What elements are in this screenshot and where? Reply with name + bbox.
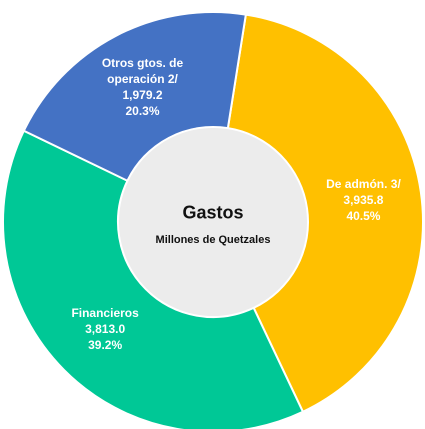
- donut-center: [119, 128, 307, 316]
- segment-value: 3,813.0: [85, 322, 126, 337]
- segment-name: Otros gtos. de operación 2/: [101, 56, 184, 87]
- chart-title: Gastos: [182, 202, 244, 223]
- segment-label: De admón. 3/3,935.8 40.5%: [305, 176, 421, 224]
- segment-percentage: 40.5%: [346, 209, 381, 224]
- segment-value: 3,935.8: [343, 193, 384, 208]
- donut-segment: [226, 13, 424, 414]
- segment-percentage: 20.3%: [125, 104, 160, 119]
- segment-label: Financieros 3,813.0 39.2%: [47, 305, 163, 353]
- segment-name: Financieros: [71, 306, 139, 321]
- segment-percentage: 39.2%: [88, 338, 123, 353]
- segment-value: 1,979.2: [122, 88, 163, 103]
- chart-subtitle: Millones de Quetzales: [155, 234, 271, 246]
- donut-segment: [2, 129, 305, 429]
- segment-label: Otros gtos. de operación 2/1,979.2 20.3%: [85, 55, 201, 119]
- donut-segment: [22, 11, 247, 183]
- segment-name: De admón. 3/: [326, 177, 401, 192]
